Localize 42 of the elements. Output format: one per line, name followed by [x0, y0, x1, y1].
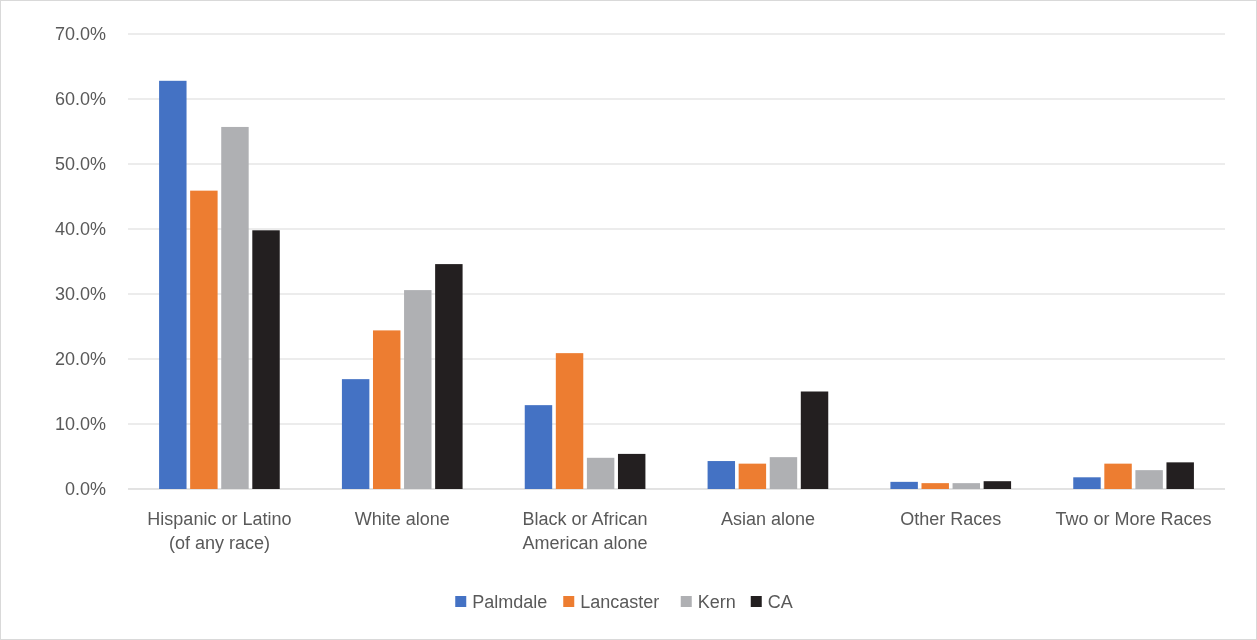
bar — [1135, 470, 1163, 489]
bar — [1166, 462, 1194, 489]
bar — [890, 481, 918, 489]
y-tick-label: 0.0% — [64, 479, 106, 500]
x-tick-label: Black or African American alone — [522, 509, 648, 553]
bar — [738, 463, 767, 489]
bar — [800, 391, 829, 489]
bar — [952, 483, 981, 489]
x-tick-label: Hispanic or Latino (of any race) — [147, 509, 292, 553]
bar — [769, 457, 798, 489]
bar — [221, 126, 249, 489]
bar — [252, 230, 280, 489]
y-tick-label: 20.0% — [54, 349, 106, 370]
y-tick-label: 10.0% — [54, 414, 106, 435]
bar — [983, 481, 1012, 489]
bar — [435, 264, 463, 489]
x-tick-label: Two or More Races — [1055, 509, 1212, 529]
y-tick-label: 70.0% — [54, 24, 106, 45]
bar — [1104, 463, 1132, 489]
bar — [524, 405, 553, 489]
y-tick-label: 30.0% — [54, 284, 106, 305]
bar — [372, 330, 401, 489]
legend-label: Kern — [697, 592, 736, 613]
bar — [159, 80, 187, 489]
x-tick-label: Other Races — [900, 509, 1002, 529]
bar — [555, 353, 584, 489]
y-tick-label: 40.0% — [54, 219, 106, 240]
y-tick-label: 60.0% — [54, 89, 106, 110]
bar — [617, 453, 646, 489]
legend-label: Palmdale — [472, 592, 548, 613]
bar — [190, 190, 218, 489]
x-tick-label: Asian alone — [720, 509, 815, 529]
legend-label: CA — [767, 592, 793, 613]
bar — [341, 379, 370, 489]
x-tick-label: White alone — [354, 509, 450, 529]
bar — [707, 461, 736, 489]
legend-label: Lancaster — [580, 592, 660, 613]
bar — [1073, 477, 1101, 489]
bar — [586, 457, 615, 489]
bar — [921, 483, 949, 489]
bar — [404, 290, 432, 489]
y-tick-label: 50.0% — [54, 154, 106, 175]
